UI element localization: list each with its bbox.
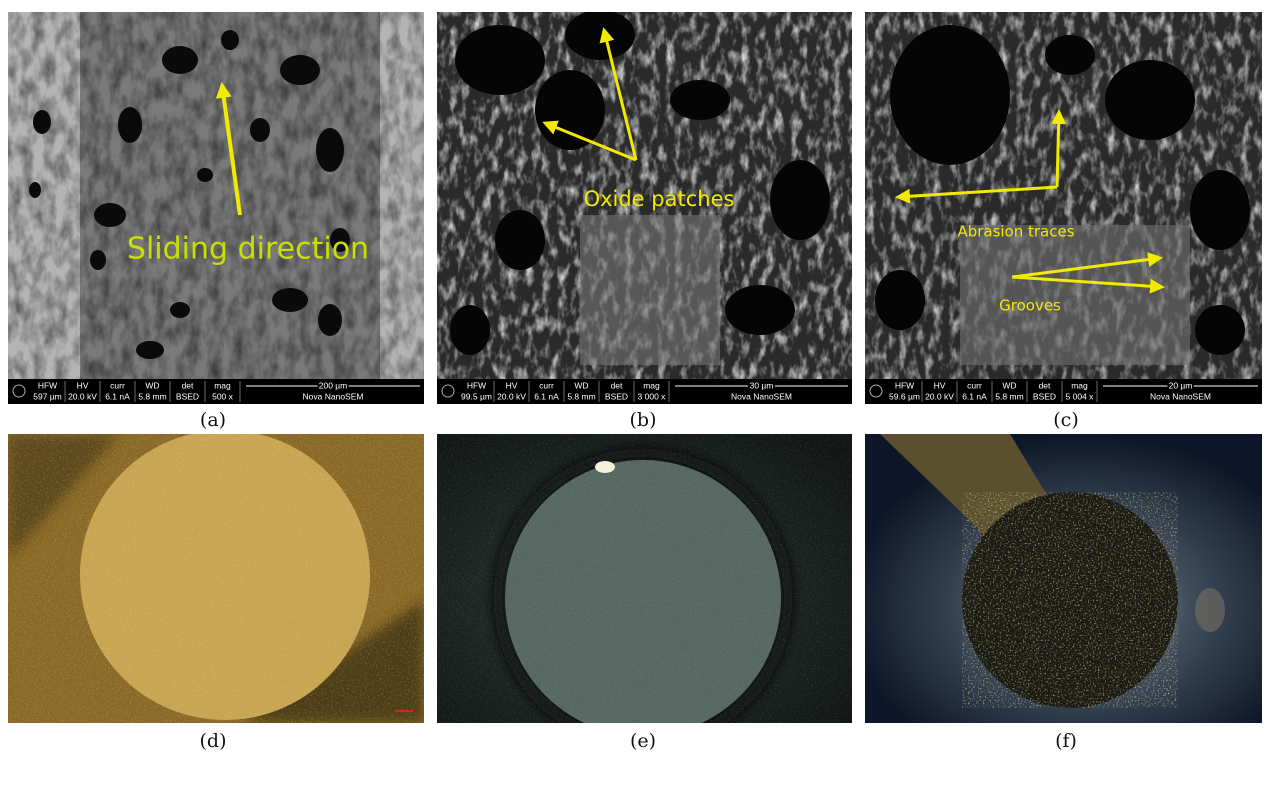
sem-image-a [8, 12, 424, 404]
databar-header: curr [967, 380, 982, 390]
optical-image-d [8, 430, 424, 723]
databar-header: det [182, 380, 194, 390]
databar-header: HV [77, 380, 89, 390]
databar-header: mag [1071, 380, 1088, 390]
instrument: Nova NanoSEM [303, 391, 364, 401]
databar-value: 5.8 mm [567, 391, 595, 401]
scale-label: 200 µm [319, 380, 348, 390]
databar-header: HFW [38, 380, 57, 390]
caption: (f) [1055, 730, 1077, 752]
annotation: Oxide patches [584, 187, 735, 211]
databar-header: HV [934, 380, 946, 390]
databar-value: 6.1 nA [105, 391, 130, 401]
caption: (d) [200, 730, 227, 752]
databar-header: WD [574, 380, 588, 390]
page: {"sem_headers": ["HFW", "HV", "curr", "W… [0, 0, 1270, 785]
databar-value: 99.5 µm [461, 391, 492, 401]
databar-value: 6.1 nA [534, 391, 559, 401]
optical-image-e [437, 434, 852, 743]
databar-header: HFW [895, 380, 914, 390]
databar-header: HV [506, 380, 518, 390]
scale-label: 30 µm [750, 380, 774, 390]
databar-value: 59.6 µm [889, 391, 920, 401]
databar-value: 5.8 mm [138, 391, 166, 401]
databar-value: 20.0 kV [497, 391, 526, 401]
annotation: Grooves [999, 297, 1061, 315]
databar-value: 6.1 nA [962, 391, 987, 401]
databar-header: WD [145, 380, 159, 390]
databar-value: 5 004 x [1066, 391, 1095, 401]
caption: (c) [1053, 409, 1078, 431]
optical-image-f [865, 434, 1262, 723]
sem-image-c [865, 12, 1262, 404]
databar-value: 597 µm [33, 391, 62, 401]
databar-header: HFW [467, 380, 486, 390]
databar-value: BSED [1033, 391, 1056, 401]
databar-value: 3 000 x [638, 391, 667, 401]
scale-label: 20 µm [1169, 380, 1193, 390]
annotation: Abrasion traces [957, 223, 1074, 241]
caption: (b) [630, 409, 657, 431]
caption: (e) [630, 730, 656, 752]
databar-value: BSED [176, 391, 199, 401]
annotation: Sliding direction [127, 232, 369, 267]
databar-header: curr [539, 380, 554, 390]
databar-value: BSED [605, 391, 628, 401]
databar-header: det [1039, 380, 1051, 390]
figure: Sliding direction Oxide patches Abrasion… [0, 0, 1270, 785]
databar-value: 20.0 kV [925, 391, 954, 401]
databar-header: mag [214, 380, 231, 390]
databar-header: mag [643, 380, 660, 390]
instrument: Nova NanoSEM [731, 391, 792, 401]
databar-header: det [611, 380, 623, 390]
databar-value: 500 x [212, 391, 234, 401]
caption: (a) [200, 409, 226, 431]
databar-value: 5.8 mm [995, 391, 1023, 401]
databar-value: 20.0 kV [68, 391, 97, 401]
databar-header: curr [110, 380, 125, 390]
instrument: Nova NanoSEM [1150, 391, 1211, 401]
databar-header: WD [1002, 380, 1016, 390]
